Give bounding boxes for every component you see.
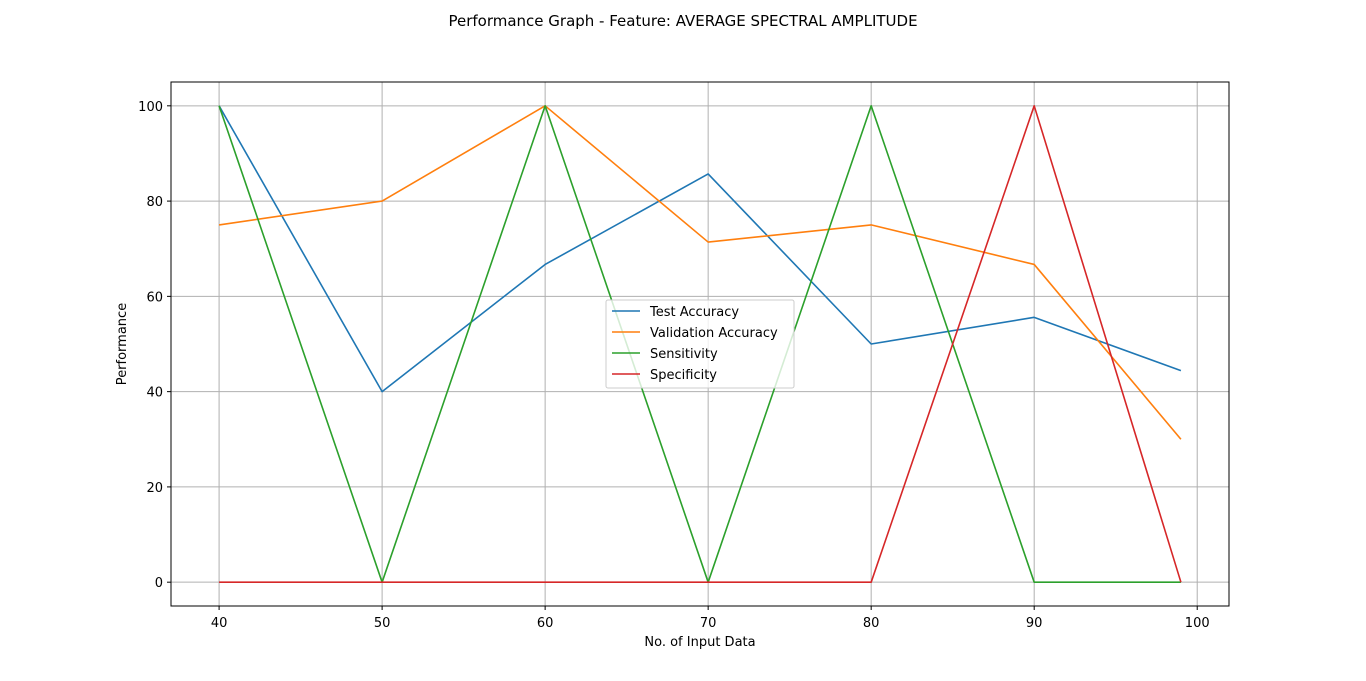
y-tick-label: 100	[138, 100, 163, 115]
series-lines	[218, 105, 1182, 583]
plot-frame	[170, 81, 1230, 607]
legend: Test Accuracy Validation Accuracy Sensitiv…	[605, 299, 795, 389]
series-line-1	[218, 105, 1182, 440]
y-tick-label: 20	[146, 481, 163, 496]
legend-label: Specificity	[650, 368, 717, 383]
x-tick-label: 70	[700, 616, 717, 631]
y-axis-ticks: 0 20 40 60 80 100	[138, 100, 171, 591]
y-tick-label: 0	[155, 576, 163, 591]
legend-label: Test Accuracy	[649, 305, 739, 320]
x-axis-label: No. of Input Data	[644, 635, 755, 650]
legend-label: Validation Accuracy	[650, 326, 778, 341]
x-tick-label: 50	[374, 616, 391, 631]
series-line-0	[218, 105, 1182, 393]
y-axis-label: Performance	[115, 303, 130, 385]
legend-box	[605, 299, 795, 389]
x-tick-label: 90	[1026, 616, 1043, 631]
y-tick-label: 40	[146, 386, 163, 401]
legend-label: Sensitivity	[650, 347, 718, 362]
y-tick-label: 80	[146, 195, 163, 210]
x-tick-label: 60	[537, 616, 554, 631]
series-line-3	[219, 105, 1182, 583]
y-tick-label: 60	[146, 290, 163, 305]
chart-title: Performance Graph - Feature: AVERAGE SPE…	[448, 12, 917, 30]
x-tick-label: 40	[211, 616, 228, 631]
x-tick-label: 100	[1185, 616, 1210, 631]
x-axis-ticks: 40 50 60 70 80 90 100	[211, 606, 1210, 631]
x-tick-label: 80	[863, 616, 880, 631]
